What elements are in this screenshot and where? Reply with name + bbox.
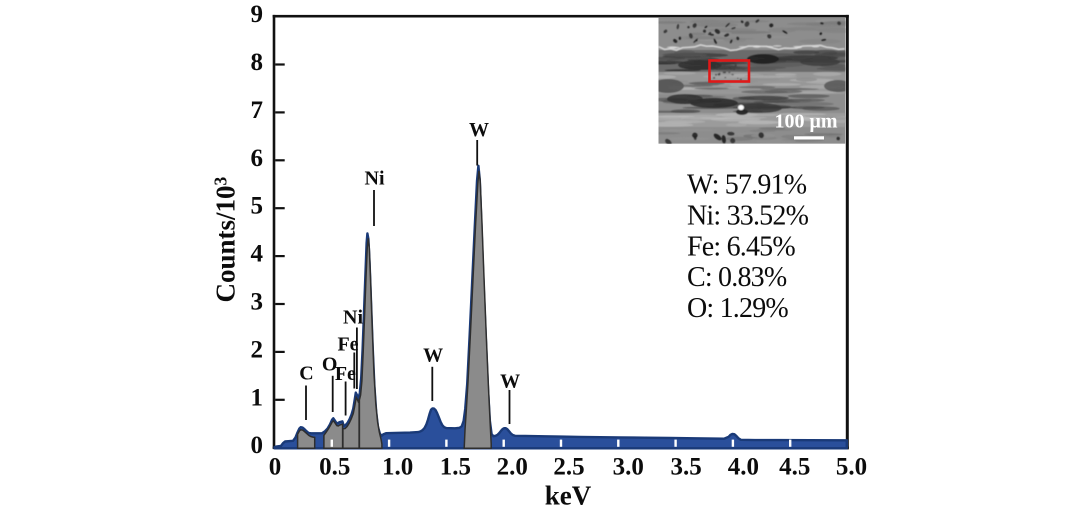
svg-text:W: W [423, 345, 443, 367]
svg-text:2.5: 2.5 [553, 454, 584, 481]
svg-text:2: 2 [251, 336, 264, 363]
svg-text:O: O [322, 353, 338, 375]
svg-text:C: C [299, 363, 313, 385]
svg-text:Fe: Fe [337, 333, 358, 355]
svg-text:0.5: 0.5 [319, 454, 350, 481]
svg-text:2.0: 2.0 [497, 454, 528, 481]
svg-text:W: W [500, 371, 520, 393]
svg-text:0: 0 [269, 454, 282, 481]
svg-text:keV: keV [545, 481, 592, 511]
svg-text:1.5: 1.5 [440, 454, 471, 481]
svg-text:4.0: 4.0 [728, 454, 759, 481]
svg-text:1: 1 [251, 384, 264, 411]
svg-text:Fe: 6.45%: Fe: 6.45% [687, 231, 795, 262]
svg-text:W: W [469, 119, 489, 141]
svg-text:Counts/103: Counts/103 [211, 176, 241, 302]
svg-text:Ni: 33.52%: Ni: 33.52% [687, 201, 809, 232]
svg-text:7: 7 [251, 97, 264, 124]
svg-text:5.0: 5.0 [836, 454, 867, 481]
svg-text:100 μm: 100 μm [775, 111, 838, 133]
svg-text:6: 6 [251, 145, 264, 172]
svg-text:Ni: Ni [365, 168, 385, 190]
svg-text:9: 9 [251, 1, 264, 28]
svg-text:0: 0 [251, 432, 264, 459]
svg-text:Fe: Fe [335, 363, 356, 385]
svg-text:5: 5 [251, 193, 264, 220]
svg-text:C: 0.83%: C: 0.83% [687, 262, 787, 293]
svg-text:O: 1.29%: O: 1.29% [687, 293, 788, 324]
svg-text:4: 4 [251, 241, 264, 268]
svg-text:8: 8 [251, 49, 264, 76]
svg-text:3.5: 3.5 [670, 454, 701, 481]
svg-text:Ni: Ni [343, 307, 363, 329]
svg-text:W: 57.91%: W: 57.91% [687, 170, 807, 201]
svg-text:3: 3 [251, 289, 264, 316]
svg-text:3.0: 3.0 [613, 454, 644, 481]
svg-text:4.5: 4.5 [779, 454, 810, 481]
svg-text:1.0: 1.0 [382, 454, 413, 481]
